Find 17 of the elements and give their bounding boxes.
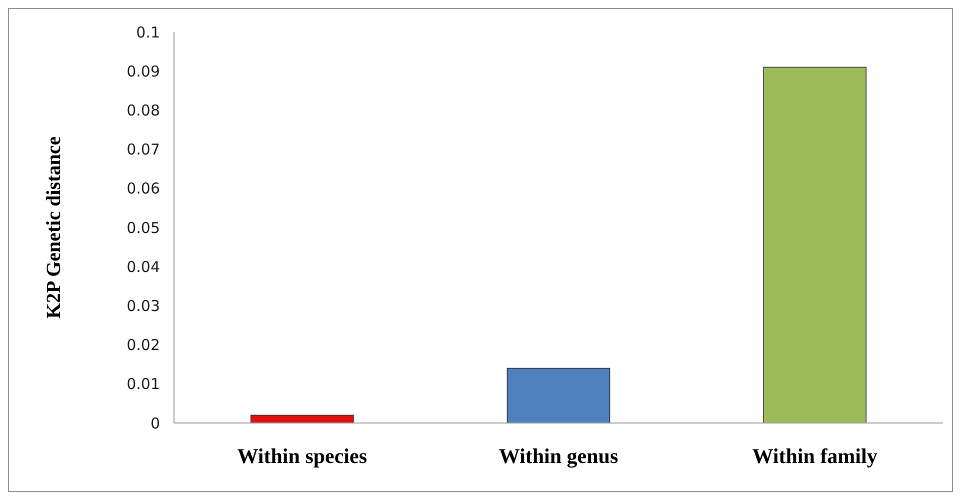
- y-tick-label: 0.09: [126, 62, 160, 80]
- y-tick-label: 0.08: [126, 101, 160, 120]
- y-tick-label: 0.05: [126, 218, 160, 237]
- bar: [506, 368, 610, 424]
- x-tick-label: Within species: [237, 444, 368, 468]
- y-axis-title: K2P Genetic distance: [43, 136, 65, 319]
- x-tick-label: Within genus: [498, 444, 618, 468]
- y-tick-label: 0.04: [126, 258, 160, 276]
- y-tick-label: 0: [150, 414, 160, 432]
- y-tick-label: 0.02: [126, 336, 160, 354]
- y-tick-label: 0.06: [126, 180, 160, 198]
- x-tick-label: Within family: [752, 444, 878, 468]
- bar: [763, 66, 866, 424]
- y-tick-label: 0.07: [126, 140, 160, 159]
- y-tick-label: 0.1: [136, 23, 160, 42]
- y-tick-label: 0.01: [126, 375, 160, 394]
- y-tick-label: 0.03: [126, 296, 160, 315]
